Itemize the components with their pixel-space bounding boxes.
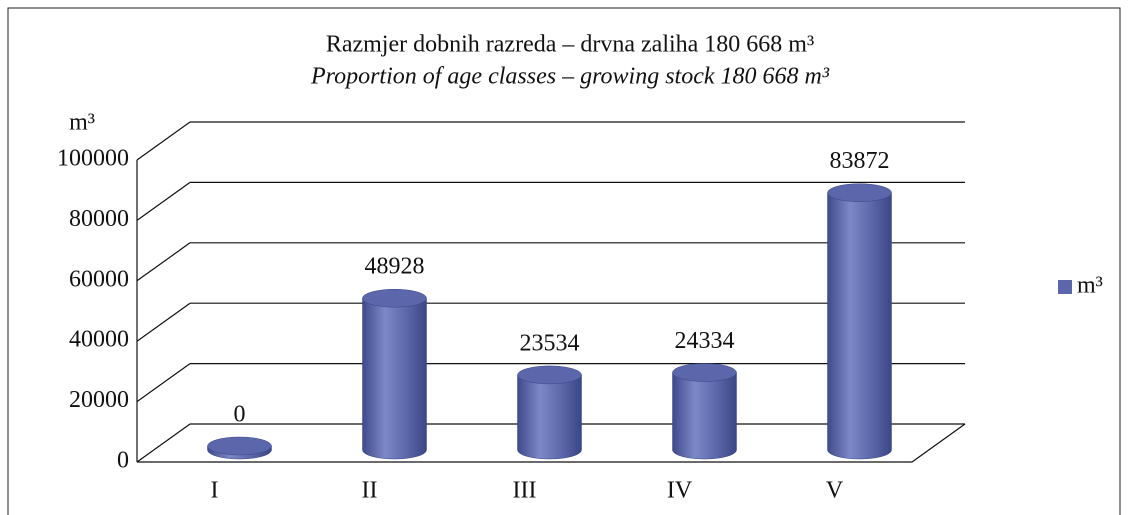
x-tick-label: II [362,478,378,504]
bar-top [672,363,737,382]
bar [517,374,582,460]
bar-top [517,365,582,385]
data-label: 83872 [830,148,890,174]
wall-line [136,242,191,282]
wall-line [136,423,191,463]
wall-line [136,181,191,221]
x-tick-label: III [513,478,537,504]
y-tick-label: 20000 [69,387,129,413]
y-tick-label: 100000 [57,146,129,172]
legend-swatch [1058,280,1072,294]
data-label: 24334 [675,328,735,354]
bar-top [207,436,272,456]
y-axis-label: m³ [69,110,95,136]
y-tick-label: 40000 [69,327,129,353]
wall-line [136,363,191,403]
bar [362,297,427,460]
chart-subtitle: Proportion of age classes – growing stoc… [310,64,830,90]
data-label: 48928 [365,254,425,280]
x-tick-label: IV [667,478,693,504]
legend-label: m³ [1077,273,1103,299]
chart-title: Razmjer dobnih razreda – drvna zaliha 18… [326,32,814,58]
x-tick-label: V [826,478,844,504]
floor [137,423,966,463]
data-label: 0 [234,402,246,428]
y-tick-label: 0 [117,448,129,474]
data-label: 23534 [520,330,580,356]
bar [672,372,737,460]
bar [827,192,892,460]
bar-top [827,183,892,202]
frame [7,7,1121,515]
y-tick-label: 80000 [69,206,129,232]
wall-line [136,121,191,161]
bar-top [362,288,427,308]
x-tick-label: I [211,478,219,504]
y-tick-label: 60000 [69,266,129,292]
wall-line [136,302,191,342]
